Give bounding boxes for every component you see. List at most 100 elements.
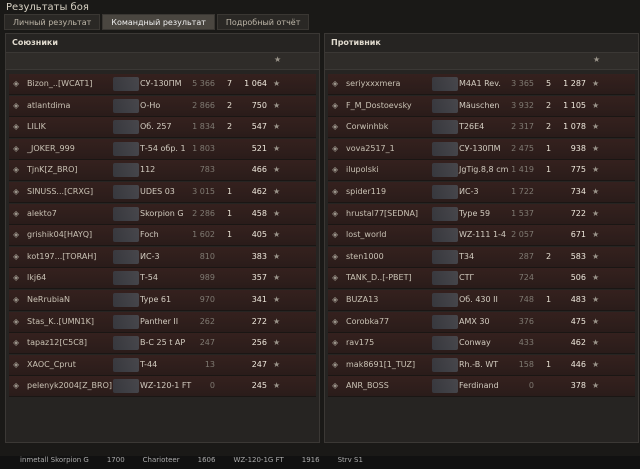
player-row[interactable]: ◈ hrustal77[SEDNA] Type 59 1 537 722 ★ [328,203,635,225]
experience: 583 [570,251,586,261]
damage: 2 475 [511,143,534,153]
player-name: _JOKER_999 [27,143,75,153]
player-row[interactable]: ◈ rav175 Conway 433 462 ★ [328,333,635,355]
player-icon: ◈ [332,359,339,369]
kills: 1 [546,143,552,153]
player-row[interactable]: ◈ Corwinhbk T26E4 2 317 2 1 078 ★ [328,117,635,139]
player-row[interactable]: ◈ seriyxxxmera M4A1 Rev. 3 365 5 1 287 ★ [328,74,635,95]
tank-name: Rh.-B. WT [459,359,499,369]
experience: 1 287 [563,79,586,88]
player-icon: ◈ [13,208,20,218]
tank-image [432,271,458,286]
player-row[interactable]: ◈ SINUSS...[CRXG] UDES 03 3 015 1 462 ★ [9,182,316,203]
player-name: LILIK [27,122,46,132]
tab[interactable]: Личный результат [4,14,101,30]
player-row[interactable]: ◈ tapaz12[C5C8] B-C 25 t AP 247 256 ★ [9,333,316,355]
damage: 1 602 [192,230,215,240]
tabs: Личный результат Командный результат Подро… [4,14,311,30]
player-row[interactable]: ◈ F_M_Dostoevsky Mäuschen 3 932 2 1 105 ★ [328,95,635,117]
damage: 5 366 [192,79,215,88]
player-row[interactable]: ◈ XAOC_Cprut T-44 13 247 ★ [9,354,316,376]
player-row[interactable]: ◈ spider119 ИС-3 1 722 734 ★ [328,182,635,203]
player-icon: ◈ [13,381,20,391]
tank-name: UDES 03 [140,187,175,196]
footer: inmetall Skorpion G 1700 Charioteer 1606 WZ-… [0,456,640,469]
player-row[interactable]: ◈ TjnK[Z_BRO] 112 783 466 ★ [9,160,316,182]
player-icon: ◈ [332,187,339,196]
player-row[interactable]: ◈ pelenyk2004[Z_BRO] WZ-120-1 FT 0 245 ★ [9,376,316,398]
star-icon: ★ [592,143,600,153]
tab[interactable]: Подробный отчёт [216,14,310,30]
player-icon: ◈ [13,230,20,240]
player-icon: ◈ [13,79,20,88]
player-row[interactable]: ◈ Corobka77 AMX 30 376 475 ★ [328,311,635,333]
tank-name: Foch [140,230,159,240]
tank-image [113,249,139,264]
team-name: Союзники [12,38,58,47]
player-row[interactable]: ◈ Bizon_..[WCAT1] СУ-130ПМ 5 366 7 1 064 ★ [9,74,316,95]
player-row[interactable]: ◈ kot197...[TORAH] ИС-3 810 383 ★ [9,246,316,268]
footer-text: 1606 [197,456,216,464]
player-row[interactable]: ◈ vova2517_1 СУ-130ПМ 2 475 1 938 ★ [328,138,635,160]
damage: 748 [518,295,534,304]
player-icon: ◈ [13,100,20,110]
damage: 2 866 [192,100,215,110]
player-icon: ◈ [332,100,339,110]
player-row[interactable]: ◈ BUZA13 Об. 430 II 748 1 483 ★ [328,290,635,311]
tank-name: Т-54 [140,273,158,283]
player-name: F_M_Dostoevsky [346,100,412,110]
tank-image [432,314,458,329]
player-row[interactable]: ◈ mak8691[1_TUZ] Rh.-B. WT 158 1 446 ★ [328,354,635,376]
tank-image [432,228,458,243]
experience: 466 [251,165,267,175]
experience: 256 [251,338,267,348]
tank-image [432,357,458,372]
damage: 3 365 [511,79,534,88]
tank-name: СТГ [459,273,475,283]
tank-image [113,379,139,394]
player-icon: ◈ [13,316,20,326]
player-name: alekto7 [27,208,57,218]
experience: 1 105 [563,100,586,110]
player-row[interactable]: ◈ ANR_BOSS Ferdinand 0 378 ★ [328,376,635,398]
player-name: lkj64 [27,273,47,283]
experience: 446 [570,359,586,369]
player-row[interactable]: ◈ ilupolski JgTig.8,8 cm 1 419 1 775 ★ [328,160,635,182]
player-row[interactable]: ◈ NeRrubiaN Type 61 970 341 ★ [9,290,316,311]
tank-name: Об. 257 [140,122,172,132]
player-row[interactable]: ◈ Stas_K..[UMN1K] Panther II 262 272 ★ [9,311,316,333]
player-row[interactable]: ◈ _JOKER_999 Т-54 обр. 1 1 803 521 ★ [9,138,316,160]
tank-name: T-44 [140,359,158,369]
tank-name: JgTig.8,8 cm [459,165,509,175]
tank-image [432,249,458,264]
star-icon: ★ [273,79,281,88]
player-row[interactable]: ◈ sten1000 T34 287 2 583 ★ [328,246,635,268]
player-row[interactable]: ◈ grishik04[HAYQ] Foch 1 602 1 405 ★ [9,225,316,247]
tank-image [432,185,458,199]
player-name: sten1000 [346,251,384,261]
kills: 1 [227,208,233,218]
experience: 458 [251,208,267,218]
tank-name: WZ-120-1 FT [140,381,192,391]
player-row[interactable]: ◈ lost_world WZ-111 1-4 2 057 671 ★ [328,225,635,247]
player-name: lost_world [346,230,387,240]
player-name: mak8691[1_TUZ] [346,359,416,369]
kills: 2 [546,122,552,132]
tank-name: Об. 430 II [459,295,498,304]
player-row[interactable]: ◈ TANK_D..[-PBET] СТГ 724 506 ★ [328,268,635,290]
player-name: vova2517_1 [346,143,395,153]
player-row[interactable]: ◈ atlantdima O-Ho 2 866 2 750 ★ [9,95,316,117]
tank-image [113,293,139,307]
experience: 462 [570,338,586,348]
experience: 775 [570,165,586,175]
tank-name: M4A1 Rev. [459,79,501,88]
player-row[interactable]: ◈ lkj64 Т-54 989 357 ★ [9,268,316,290]
kills: 2 [227,122,233,132]
player-row[interactable]: ◈ LILIK Об. 257 1 834 2 547 ★ [9,117,316,139]
damage: 783 [199,165,215,175]
player-name: TjnK[Z_BRO] [27,165,78,175]
player-row[interactable]: ◈ alekto7 Skorpion G 2 286 1 458 ★ [9,203,316,225]
tab[interactable]: Командный результат [102,14,215,30]
kills: 2 [227,100,233,110]
footer-text: inmetall Skorpion G [20,456,89,464]
